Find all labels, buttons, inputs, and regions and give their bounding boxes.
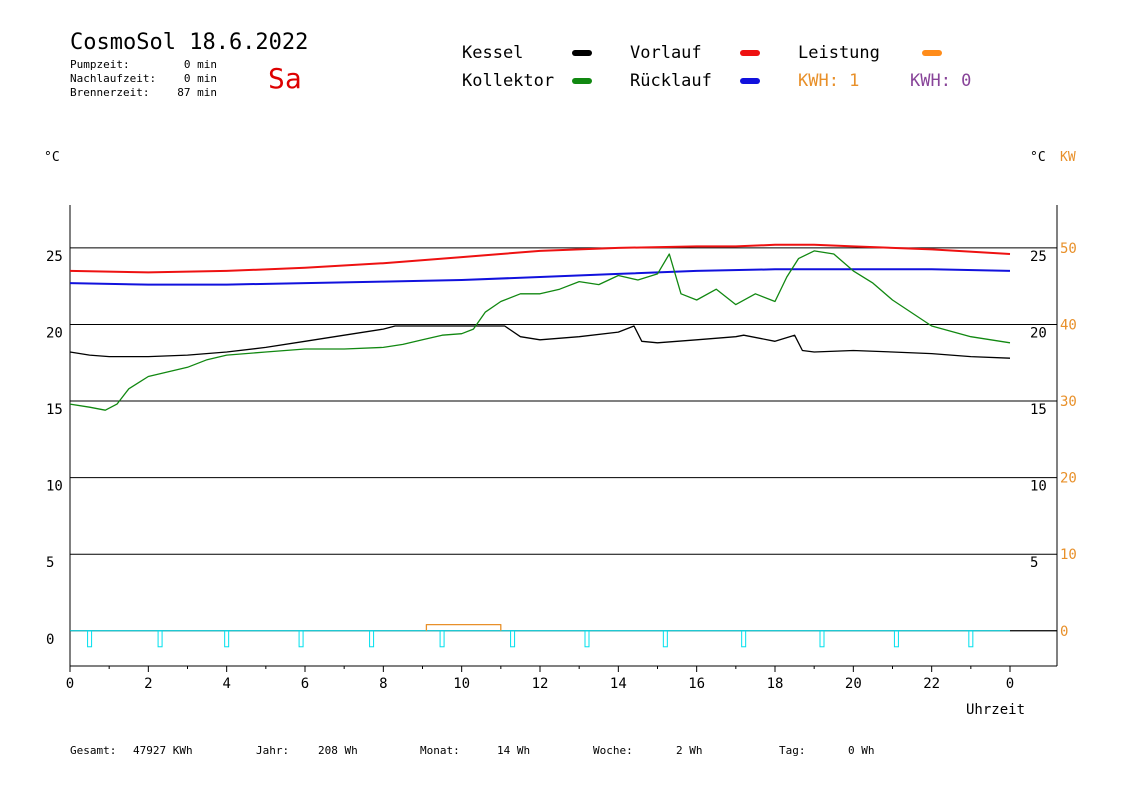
- legend-vorlauf-label: Vorlauf: [630, 43, 702, 63]
- right-axis-unit-kw: KW: [1060, 150, 1076, 165]
- legend-kessel-swatch: [572, 50, 592, 56]
- y-right-kw-tick-label: 0: [1060, 624, 1068, 640]
- x-tick-label: 6: [301, 676, 309, 692]
- x-tick-label: 18: [767, 676, 784, 692]
- y-right-celsius-tick-label: 25: [1030, 249, 1047, 265]
- series-line-leistung: [425, 623, 502, 631]
- x-tick-label: 2: [144, 676, 152, 692]
- pump-pulse: [819, 630, 825, 648]
- y-right-kw-tick-label: 40: [1060, 317, 1077, 333]
- y-right-celsius-tick-label: 15: [1030, 402, 1047, 418]
- left-axis-unit: °C: [44, 150, 60, 165]
- footer-week-label: Woche:: [593, 744, 633, 757]
- legend-kessel-label: Kessel: [462, 43, 524, 63]
- pump-pulse: [662, 630, 668, 648]
- pump-time-value: 0 min: [183, 58, 217, 71]
- afterrun-time-label: Nachlaufzeit:: [70, 72, 157, 85]
- legend-kwh2: KWH: 0: [910, 71, 972, 91]
- footer-month-label: Monat:: [420, 744, 460, 757]
- legend-leistung-swatch: [922, 50, 942, 56]
- pump-time-label: Pumpzeit:: [70, 58, 130, 71]
- pump-pulse: [157, 630, 163, 648]
- legend-kollektor-swatch: [572, 78, 592, 84]
- footer-year-value: 208 Wh: [318, 744, 358, 757]
- footer-year-label: Jahr:: [256, 744, 290, 757]
- x-tick-label: 8: [379, 676, 387, 692]
- burner-time-label: Brennerzeit:: [70, 86, 150, 99]
- x-tick-label: 0: [66, 676, 74, 692]
- series-line-vorlauf: [69, 243, 1011, 274]
- y-left-tick-label: 5: [46, 555, 54, 571]
- y-right-kw-tick-label: 10: [1060, 547, 1077, 563]
- x-tick-label: 4: [222, 676, 230, 692]
- y-right-kw-tick-label: 30: [1060, 394, 1077, 410]
- y-right-celsius-tick-label: 10: [1030, 479, 1047, 495]
- legend-leistung-label: Leistung: [798, 43, 880, 63]
- y-right-kw-tick-label: 20: [1060, 471, 1077, 487]
- footer-total-label: Gesamt:: [70, 744, 117, 757]
- legend-kollektor-label: Kollektor: [462, 71, 555, 91]
- legend-kwh1: KWH: 1: [798, 71, 860, 91]
- y-left-tick-label: 15: [46, 402, 63, 418]
- y-left-tick-label: 20: [46, 325, 63, 341]
- y-left-tick-label: 0: [46, 632, 54, 648]
- page-title: CosmoSol 18.6.2022: [70, 30, 309, 55]
- legend-ruecklauf-swatch: [740, 78, 760, 84]
- x-tick-label: 12: [532, 676, 549, 692]
- x-tick-label: 0: [1006, 676, 1014, 692]
- pump-pulse: [87, 630, 93, 648]
- pump-pulse: [439, 630, 445, 648]
- legend-vorlauf-swatch: [740, 50, 760, 56]
- y-right-celsius-tick-label: 5: [1030, 555, 1038, 571]
- y-right-kw-tick-label: 50: [1060, 241, 1077, 257]
- footer-total-value: 47927 KWh: [133, 744, 193, 757]
- pump-pulse: [584, 630, 590, 648]
- x-tick-label: 20: [845, 676, 862, 692]
- y-left-tick-label: 10: [46, 479, 63, 495]
- pump-pulse: [224, 630, 230, 648]
- x-tick-label: 16: [688, 676, 705, 692]
- y-right-celsius-tick-label: 20: [1030, 325, 1047, 341]
- pump-pulse: [369, 630, 375, 648]
- weekday-label: Sa: [268, 62, 302, 95]
- footer-week-value: 2 Wh: [676, 744, 703, 757]
- burner-time-value: 87 min: [177, 86, 217, 99]
- pump-pulse: [741, 630, 747, 648]
- x-tick-label: 22: [923, 676, 940, 692]
- y-left-tick-label: 25: [46, 249, 63, 265]
- right-axis-unit-celsius: °C: [1030, 150, 1046, 165]
- pump-pulse: [510, 630, 516, 648]
- series-line-ruecklauf: [69, 268, 1011, 286]
- series-line-kessel: [69, 325, 1011, 359]
- pump-pulse: [968, 630, 974, 648]
- footer-month-value: 14 Wh: [497, 744, 531, 757]
- pump-pulse: [298, 630, 304, 648]
- legend-ruecklauf-label: Rücklauf: [630, 71, 712, 91]
- footer-day-value: 0 Wh: [848, 744, 875, 757]
- x-tick-label: 14: [610, 676, 627, 692]
- x-axis-label: Uhrzeit: [966, 702, 1026, 718]
- series-line-kollektor: [69, 250, 1011, 411]
- afterrun-time-value: 0 min: [183, 72, 217, 85]
- x-tick-label: 10: [453, 676, 470, 692]
- pump-pulse: [893, 630, 899, 648]
- footer-day-label: Tag:: [779, 744, 806, 757]
